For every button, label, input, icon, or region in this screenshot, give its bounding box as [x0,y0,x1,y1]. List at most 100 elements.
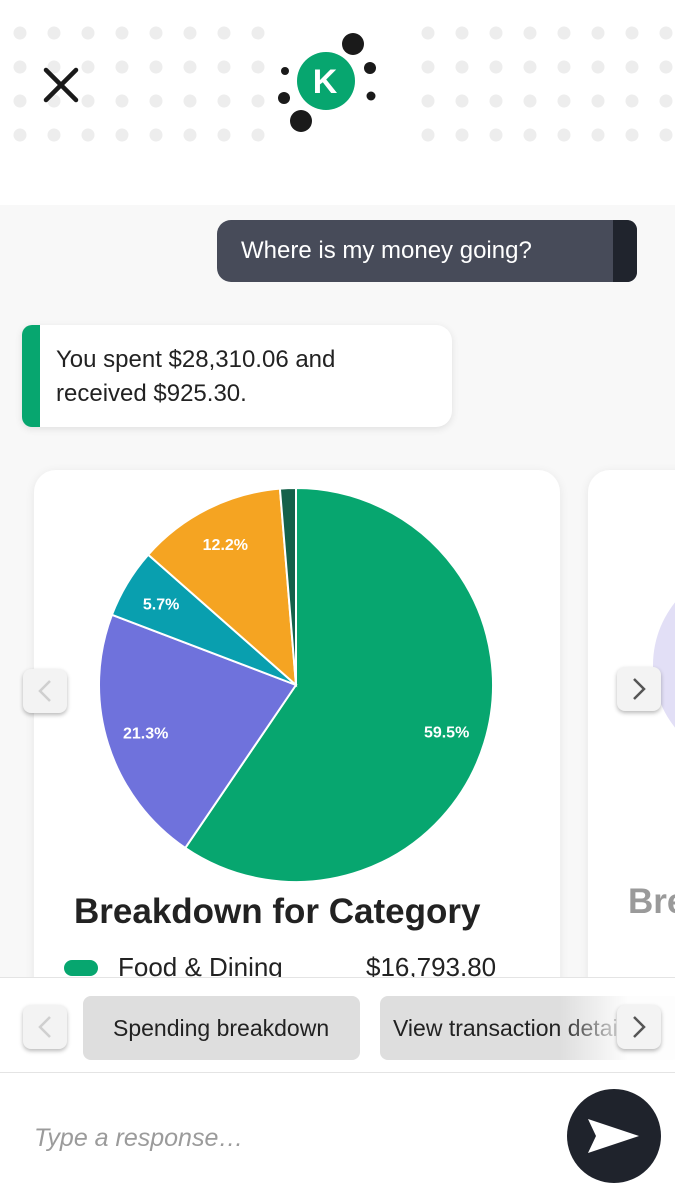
next-card-title: Bre [628,882,675,921]
pattern-dot [489,128,503,142]
send-button[interactable] [567,1089,661,1183]
pattern-dot [149,94,163,108]
pattern-dot [421,128,435,142]
pattern-dot [81,26,95,40]
carousel-next-button[interactable] [617,667,661,711]
bot-message-line1: You spent $28,310.06 and [56,346,336,373]
dot-pattern-background [13,26,673,142]
pattern-dot [251,60,265,74]
pattern-dot [489,26,503,40]
pattern-dot [591,94,605,108]
pattern-dot [455,60,469,74]
pattern-dot [149,60,163,74]
pie-slice-label: 12.2% [203,537,248,554]
pattern-dot [183,128,197,142]
chat-area: Where is my money going? You spent $28,3… [0,205,675,977]
legend-row: Food & Dining $16,793.80 [64,948,544,977]
pattern-dot [421,26,435,40]
pattern-dot [557,26,571,40]
pie-slice-label: 59.5% [424,724,469,741]
pattern-dot [659,26,673,40]
pattern-dot [455,94,469,108]
pattern-dot [523,60,537,74]
pattern-dot [251,26,265,40]
pattern-dot [183,26,197,40]
pattern-dot [557,94,571,108]
bot-bubble-accent [22,325,40,427]
composer [0,1073,675,1200]
next-card: Bre [588,470,675,977]
pattern-dot [13,128,27,142]
pattern-dot [489,60,503,74]
pattern-dot [489,94,503,108]
pattern-dot [523,26,537,40]
logo-letter: K [313,63,338,101]
pattern-dot [81,128,95,142]
close-button[interactable] [38,62,84,108]
pattern-dot [47,60,61,74]
pattern-dot [217,26,231,40]
legend-category-amount: $16,793.80 [366,952,497,977]
category-breakdown-card: 59.5% 21.3% 5.7% 12.2% Breakdown for Catego… [34,470,560,977]
pattern-dot [625,128,639,142]
pie-slice[interactable] [278,486,297,686]
pattern-dot [183,94,197,108]
pattern-dot [557,60,571,74]
legend-swatch [64,960,98,976]
pattern-dot [115,128,129,142]
pattern-dot [115,60,129,74]
chips-next-button[interactable] [617,1005,661,1049]
chevron-right-icon [633,1016,646,1038]
pattern-dot [523,94,537,108]
pattern-dot [13,26,27,40]
pattern-dot [115,94,129,108]
pattern-dot [455,128,469,142]
pattern-dot [625,60,639,74]
category-pie-chart: 59.5% 21.3% 5.7% 12.2% [98,486,494,883]
bot-message-bubble: You spent $28,310.06 and received $925.3… [22,325,452,427]
pie-slice[interactable] [183,486,494,883]
pattern-dot [81,94,95,108]
chips-prev-button[interactable] [23,1005,67,1049]
pattern-dot [149,128,163,142]
pattern-dot [81,60,95,74]
pattern-dot [149,26,163,40]
pattern-dot [183,60,197,74]
pattern-dot [421,94,435,108]
pattern-dot [217,128,231,142]
pattern-dot [591,128,605,142]
pattern-dot [557,128,571,142]
chevron-left-icon [38,680,51,702]
pattern-dot [13,60,27,74]
user-bubble-stripe [613,220,637,282]
suggestion-bar: Spending breakdown View transaction deta… [0,977,675,1073]
pattern-dot [659,60,673,74]
chevron-left-icon [38,1016,51,1038]
pattern-dot [251,94,265,108]
pattern-dot [47,128,61,142]
user-message-bubble: Where is my money going? [217,220,637,282]
pattern-dot [625,94,639,108]
pie-slice[interactable] [98,613,298,850]
response-input[interactable] [20,1103,540,1173]
send-icon [588,1119,639,1153]
pattern-dot [217,60,231,74]
pattern-dot [625,26,639,40]
pie-slice-label: 5.7% [143,597,179,614]
next-card-pie [653,565,675,765]
pattern-dot [251,128,265,142]
pattern-dot [659,94,673,108]
pattern-dot [421,60,435,74]
user-message-text: Where is my money going? [241,237,532,264]
pattern-dot [47,26,61,40]
pattern-dot [523,128,537,142]
chip-spending-breakdown[interactable]: Spending breakdown [83,996,360,1060]
card-title: Breakdown for Category [74,892,481,931]
pattern-dot [591,26,605,40]
pattern-dot [217,94,231,108]
pattern-dot [659,128,673,142]
pie-slice[interactable] [146,487,298,688]
carousel-prev-button[interactable] [23,669,67,713]
bot-message-line2: received $925.30. [56,380,247,407]
close-icon [43,67,79,103]
